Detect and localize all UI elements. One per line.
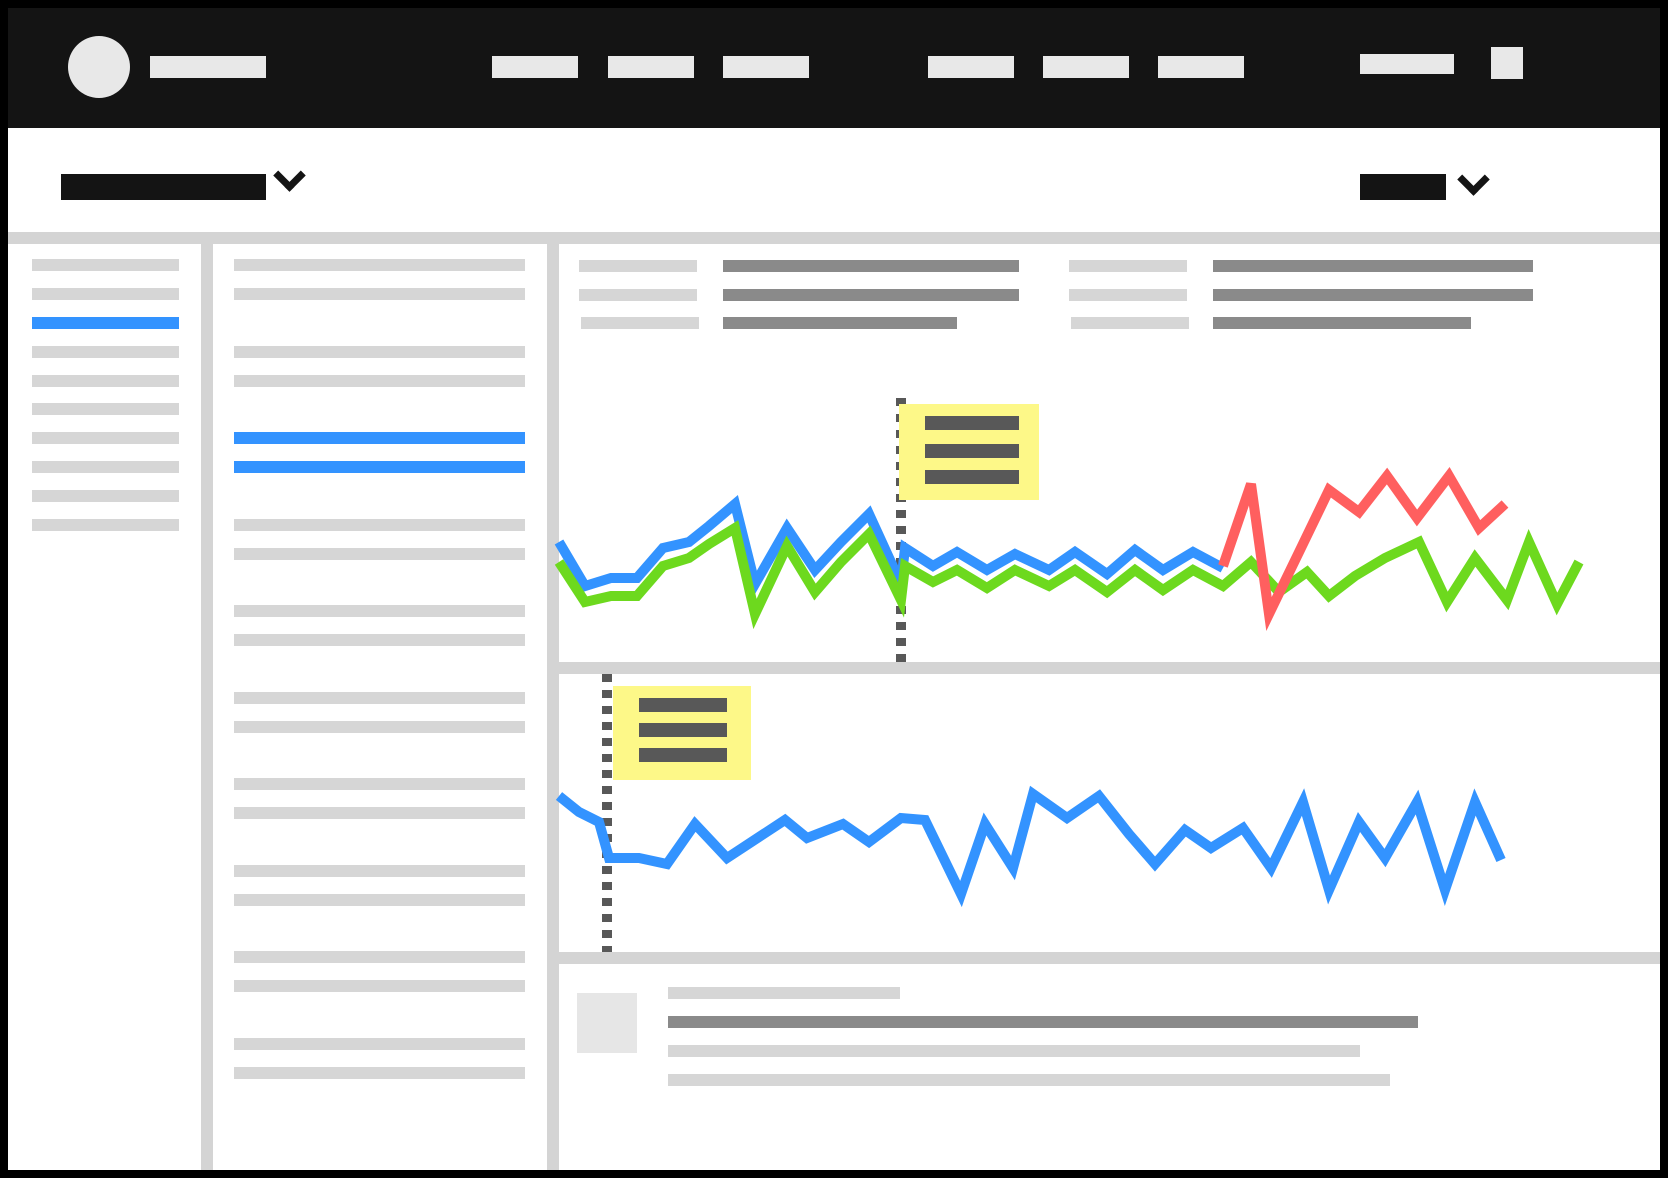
list-row[interactable] — [234, 951, 525, 963]
list-row[interactable] — [234, 259, 525, 271]
chart-annotation-note[interactable] — [613, 686, 751, 780]
list-row[interactable] — [234, 519, 525, 531]
note-line — [925, 470, 1019, 484]
item-title — [668, 987, 900, 999]
item-subtitle — [668, 1016, 1418, 1028]
list-divider — [547, 244, 559, 1170]
sidebar-divider — [201, 244, 213, 1170]
property-value — [723, 317, 957, 329]
property-label — [1071, 317, 1189, 329]
menu-icon[interactable] — [1491, 47, 1523, 79]
series-line-1 — [554, 494, 1226, 603]
chart-1-plot — [554, 398, 1584, 662]
property-value — [1213, 289, 1533, 301]
sidebar-item[interactable] — [32, 259, 179, 271]
chart-2-plot — [555, 674, 1506, 952]
property-label — [1069, 289, 1187, 301]
property-label — [579, 260, 697, 272]
property-label — [581, 317, 699, 329]
chart-1 — [554, 374, 1660, 662]
note-line — [639, 723, 727, 737]
subheader — [8, 128, 1660, 246]
nav-item-4[interactable] — [928, 56, 1014, 78]
chevron-down-icon[interactable] — [1457, 163, 1490, 196]
list-row[interactable] — [234, 288, 525, 300]
sidebar-item[interactable] — [32, 346, 179, 358]
note-line — [925, 416, 1019, 430]
chevron-down-icon[interactable] — [273, 159, 306, 192]
sidebar-item[interactable] — [32, 288, 179, 300]
item-description — [668, 1045, 1360, 1057]
series-line-2 — [554, 520, 1584, 630]
sidebar — [8, 244, 201, 1170]
property-value — [723, 260, 1019, 272]
list-panel — [213, 244, 547, 1170]
nav-item-3[interactable] — [723, 56, 809, 78]
thumbnail-image[interactable] — [577, 993, 637, 1053]
nav-item-2[interactable] — [608, 56, 694, 78]
account-link[interactable] — [1360, 54, 1454, 74]
list-row[interactable] — [234, 721, 525, 733]
chart-annotation-note[interactable] — [899, 404, 1039, 500]
list-row[interactable] — [234, 1067, 525, 1079]
list-row[interactable] — [234, 894, 525, 906]
sidebar-item-selected[interactable] — [32, 317, 179, 329]
list-row[interactable] — [234, 865, 525, 877]
property-label — [579, 289, 697, 301]
app-window — [8, 8, 1660, 1170]
note-line — [925, 444, 1019, 458]
series-line-3 — [1218, 466, 1509, 632]
nav-item-5[interactable] — [1043, 56, 1129, 78]
sidebar-item[interactable] — [32, 490, 179, 502]
note-line — [639, 748, 727, 762]
list-row[interactable] — [234, 605, 525, 617]
chart-2 — [555, 674, 1660, 952]
note-line — [639, 698, 727, 712]
list-row[interactable] — [234, 807, 525, 819]
list-row-selected[interactable] — [234, 432, 525, 444]
sidebar-item[interactable] — [32, 375, 179, 387]
list-row[interactable] — [234, 980, 525, 992]
list-row[interactable] — [234, 778, 525, 790]
series-line-1 — [555, 785, 1506, 908]
nav-item-1[interactable] — [492, 56, 578, 78]
list-row-selected[interactable] — [234, 461, 525, 473]
property-label — [1069, 260, 1187, 272]
sidebar-item[interactable] — [32, 519, 179, 531]
header-divider — [8, 232, 1660, 244]
project-selector-label[interactable] — [61, 174, 266, 200]
range-selector-label[interactable] — [1360, 174, 1446, 200]
top-navigation-bar — [8, 8, 1660, 128]
app-title — [150, 56, 266, 78]
list-row[interactable] — [234, 1038, 525, 1050]
list-row[interactable] — [234, 692, 525, 704]
list-row[interactable] — [234, 634, 525, 646]
list-row[interactable] — [234, 346, 525, 358]
chart-divider — [559, 662, 1660, 674]
property-value — [1213, 260, 1533, 272]
list-row[interactable] — [234, 548, 525, 560]
property-value — [1213, 317, 1471, 329]
sidebar-item[interactable] — [32, 432, 179, 444]
sidebar-item[interactable] — [32, 461, 179, 473]
chart-divider — [559, 952, 1660, 964]
list-row[interactable] — [234, 375, 525, 387]
nav-item-6[interactable] — [1158, 56, 1244, 78]
property-value — [723, 289, 1019, 301]
logo-icon[interactable] — [68, 36, 130, 98]
sidebar-item[interactable] — [32, 403, 179, 415]
detail-panel — [554, 244, 1660, 1170]
item-description — [668, 1074, 1390, 1086]
